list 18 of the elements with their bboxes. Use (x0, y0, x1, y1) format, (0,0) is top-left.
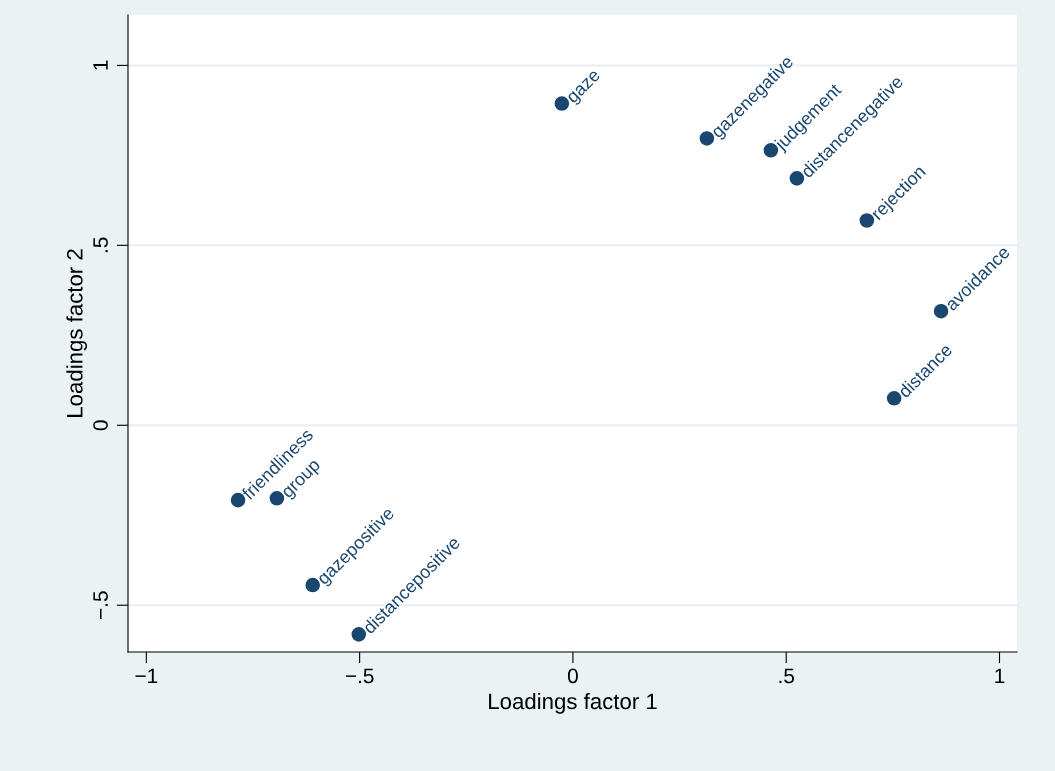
point (789, 171, 805, 186)
y-tick-label: .5 (93, 237, 108, 253)
point (305, 577, 320, 593)
point (554, 96, 570, 111)
y-tick-label: −.5 (93, 591, 108, 619)
point (886, 390, 902, 406)
point (933, 303, 949, 319)
y-tick-label: 1 (93, 60, 108, 70)
point (351, 627, 367, 642)
x-tick-label: 0 (567, 668, 578, 684)
x-tick-label: 1 (995, 668, 1005, 684)
x-tick-label: −1 (135, 668, 158, 684)
y-axis-title: Loadings factor 2 (66, 249, 88, 417)
x-tick-label: .5 (779, 668, 795, 684)
point (699, 131, 715, 146)
x-tick-label: −.5 (345, 668, 374, 684)
x-axis-title: Loadings factor 1 (489, 692, 657, 714)
y-tick-label: 0 (93, 420, 108, 431)
